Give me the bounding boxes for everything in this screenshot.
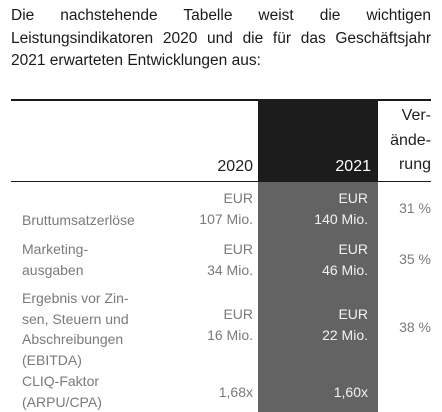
row-cliq-2020: 1,68x <box>218 384 253 400</box>
header-rule <box>11 181 431 182</box>
header-2020: 2020 <box>217 158 253 175</box>
header-change: Ver- ände- rung <box>390 107 431 173</box>
row-marketing-2020: EUR 34 Mio. <box>207 241 253 278</box>
kpi-table: 2020 2021 Ver- ände- rung Bruttumsatzerl… <box>11 99 431 412</box>
table-top-rule <box>11 99 431 101</box>
row-bruttoumsatz-change: 31 % <box>399 200 431 216</box>
row-ebitda-change: 38 % <box>399 319 431 335</box>
row-ebitda-2020: EUR 16 Mio. <box>207 306 253 343</box>
row-label-cliq: CLIQ-Faktor (ARPU/CPA) <box>22 373 102 410</box>
row-label-ebitda: Ergebnis vor Zin-sen, Steuern und Abschr… <box>22 290 129 368</box>
intro-paragraph: Die nachstehende Tabelle weist die wicht… <box>11 7 431 69</box>
row-bruttoumsatz-2020: EUR 107 Mio. <box>199 190 253 227</box>
row-marketing-2021: EUR 46 Mio. <box>322 241 368 278</box>
row-bruttoumsatz-2021: EUR 140 Mio. <box>314 190 368 227</box>
row-ebitda-2021: EUR 22 Mio. <box>322 306 368 343</box>
highlight-column-header <box>258 99 378 182</box>
row-label-marketing: Marketing-ausgaben <box>22 241 89 278</box>
row-cliq-2021: 1,60x <box>333 384 368 400</box>
row-marketing-change: 35 % <box>399 251 431 267</box>
row-label-bruttoumsatz: Bruttumsatzerlöse <box>22 212 135 228</box>
header-2021: 2021 <box>335 158 371 175</box>
highlight-column-body <box>258 182 378 412</box>
